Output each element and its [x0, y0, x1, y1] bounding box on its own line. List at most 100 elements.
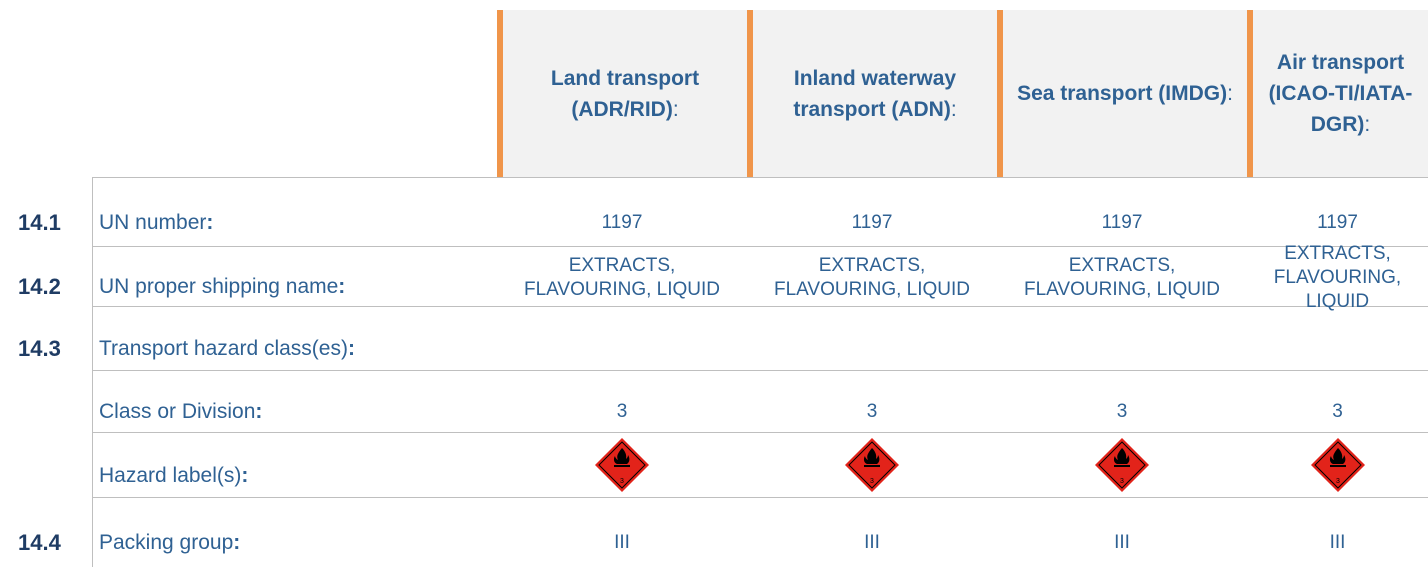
- cell-text: 3: [1116, 401, 1128, 422]
- cell-text: 1197: [851, 211, 893, 233]
- label-colon: :: [233, 531, 241, 554]
- hazard-label: 3: [1247, 432, 1428, 497]
- cell: III: [1247, 497, 1428, 567]
- diamond-border: [1098, 440, 1146, 489]
- row-line: [92, 177, 1428, 178]
- section-text: 14.2: [18, 274, 61, 299]
- header-suffix: :: [1227, 82, 1233, 105]
- cell: 1197: [1247, 177, 1428, 246]
- header-title: Inland waterway transport (ADN): [793, 66, 957, 121]
- flame-base: [1329, 464, 1346, 467]
- cell-text: 1197: [1317, 211, 1358, 233]
- column-header: Sea transport (IMDG):: [997, 10, 1247, 177]
- label-text: UN proper shipping name:: [99, 275, 345, 299]
- cell-text: EXTRACTS, FLAVOURING, LIQUID: [523, 255, 720, 300]
- cell-text: 1197: [1101, 211, 1143, 233]
- header-suffix: :: [1364, 113, 1371, 136]
- section-text: 14.1: [18, 209, 61, 235]
- hazard-class-number: 3: [870, 478, 874, 485]
- column-header: Land transport (ADR/RID):: [497, 10, 747, 177]
- diamond-border: [1313, 440, 1362, 489]
- header-text: Land transport (ADR/RID):: [511, 63, 739, 125]
- hazard-diamond: 3: [595, 437, 649, 492]
- hazard-class-number: 3: [1120, 478, 1124, 485]
- cell-text: EXTRACTS, FLAVOURING, LIQUID: [1023, 255, 1220, 300]
- hazard-class-number: 3: [1336, 478, 1340, 485]
- cell: EXTRACTS, FLAVOURING, LIQUID: [997, 246, 1247, 306]
- flame: [613, 447, 630, 464]
- cell-text: EXTRACTS, FLAVOURING, LIQUID: [1273, 243, 1402, 312]
- flame-base: [614, 464, 630, 467]
- hazard-diamond: 3: [845, 437, 899, 492]
- cell: EXTRACTS, FLAVOURING, LIQUID: [1247, 243, 1428, 312]
- row-line: [92, 370, 1428, 371]
- section-number: 14.2: [0, 246, 92, 306]
- cell: EXTRACTS, FLAVOURING, LIQUID: [747, 246, 997, 306]
- header-suffix: :: [672, 97, 679, 121]
- header-suffix: :: [950, 97, 957, 121]
- header-title: Land transport (ADR/RID): [550, 66, 700, 121]
- section-text: 14.3: [18, 336, 61, 361]
- cell-text: III: [614, 532, 630, 553]
- label-text: Hazard label(s):: [99, 464, 248, 488]
- row-line: [92, 246, 1428, 247]
- header-text: Sea transport (IMDG):: [1017, 78, 1233, 109]
- diamond-border: [848, 440, 896, 489]
- header-title: Air transport (ICAO-TI/IATA-DGR): [1268, 51, 1413, 136]
- cell-text: 3: [866, 401, 878, 422]
- flame: [1113, 447, 1130, 464]
- section-number: 14.1: [0, 177, 92, 246]
- header-title: Sea transport (IMDG): [1017, 82, 1228, 105]
- label-colon: :: [241, 463, 249, 487]
- cell: 3: [997, 370, 1247, 432]
- cell-text: III: [1114, 532, 1130, 553]
- flame-base: [1114, 464, 1130, 467]
- hazard-class-number: 3: [620, 478, 624, 485]
- label: UN number: [99, 210, 207, 234]
- row-label: Packing group:: [93, 497, 497, 567]
- cell: III: [997, 497, 1247, 567]
- label-text: UN number:: [99, 211, 213, 235]
- header-text: Inland waterway transport (ADN):: [761, 63, 989, 125]
- section-number: 14.3: [0, 306, 92, 370]
- row-label: Hazard label(s):: [93, 432, 497, 497]
- label: Packing group: [99, 531, 234, 554]
- cell: III: [747, 497, 997, 567]
- label: Hazard label(s): [99, 463, 242, 487]
- hazard-label: 3: [497, 432, 747, 497]
- cell: 3: [747, 370, 997, 432]
- label-colon: :: [338, 275, 346, 298]
- row-line: [92, 432, 1428, 433]
- label-text: Class or Division:: [99, 400, 262, 424]
- section-text: 14.4: [18, 530, 61, 555]
- row-line: [92, 306, 1428, 307]
- cell-text: III: [864, 532, 880, 553]
- label-colon: :: [255, 400, 263, 423]
- label-border: [92, 177, 93, 567]
- row-label: Transport hazard class(es):: [93, 306, 497, 370]
- row-line: [92, 497, 1428, 498]
- hazard-label: 3: [747, 432, 997, 497]
- cell: 1197: [997, 177, 1247, 246]
- label: Class or Division: [99, 400, 256, 423]
- label: Transport hazard class(es): [99, 337, 348, 360]
- flame: [863, 447, 880, 464]
- cell-text: 3: [616, 401, 628, 422]
- label: UN proper shipping name: [99, 275, 339, 298]
- hazard-diamond: 3: [1310, 437, 1365, 492]
- label-colon: :: [347, 337, 355, 360]
- flame-base: [864, 464, 880, 467]
- flame: [1329, 447, 1345, 464]
- cell-text: 3: [1332, 401, 1343, 422]
- cell: 3: [497, 370, 747, 432]
- cell: 1197: [747, 177, 997, 246]
- cell: III: [497, 497, 747, 567]
- section-number: 14.4: [0, 497, 92, 567]
- hazard-label: 3: [997, 432, 1247, 497]
- header-text: Air transport (ICAO-TI/IATA-DGR):: [1261, 47, 1420, 140]
- hazard-diamond: 3: [1095, 437, 1149, 492]
- cell: 1197: [497, 177, 747, 246]
- label-colon: :: [206, 210, 214, 234]
- cell: 3: [1247, 370, 1428, 432]
